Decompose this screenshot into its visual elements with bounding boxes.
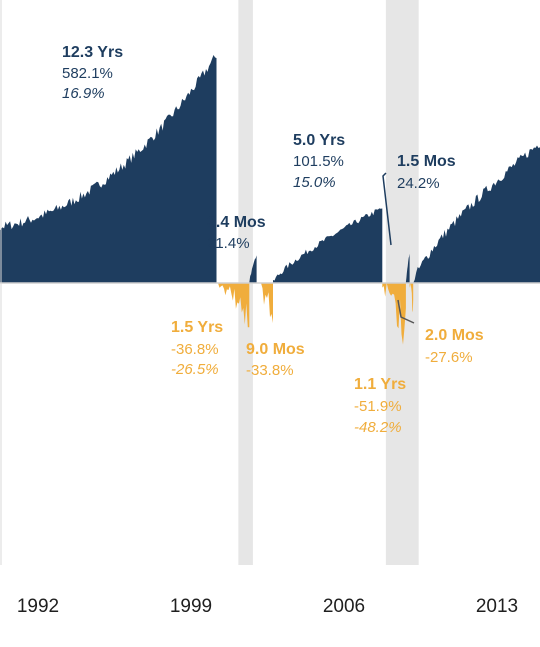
duration-label: 1.5 Mos xyxy=(397,153,456,170)
bull-market-2-label: 3.4 Mos 21.4% xyxy=(207,214,266,252)
bull-market-area xyxy=(413,145,540,283)
x-tick-label: 1999 xyxy=(170,596,212,617)
bear-market-3-label: 1.1 Yrs -51.9% -48.2% xyxy=(354,376,406,436)
bull-market-area xyxy=(273,208,383,283)
return-label: -36.8% xyxy=(171,341,219,358)
return-label: -27.6% xyxy=(425,349,473,366)
bull-market-4-label: 1.5 Mos 24.2% xyxy=(397,153,456,192)
bear-market-area xyxy=(382,283,406,345)
leader-line-bull-2008 xyxy=(382,172,392,246)
duration-label: 9.0 Mos xyxy=(246,341,305,358)
return-label: 24.2% xyxy=(397,175,440,192)
x-tick-label: 1992 xyxy=(17,596,59,617)
bear-market-area xyxy=(256,283,273,324)
annualized-label: -26.5% xyxy=(171,361,219,378)
annualized-label: -48.2% xyxy=(354,419,402,436)
bear-market-area xyxy=(216,283,250,328)
bull-market-1-label: 12.3 Yrs 582.1% 16.9% xyxy=(62,44,123,102)
bear-market-1-label: 1.5 Yrs -36.8% -26.5% xyxy=(171,319,223,378)
return-label: 101.5% xyxy=(293,153,344,170)
duration-label: 2.0 Mos xyxy=(425,327,484,344)
return-label: 21.4% xyxy=(207,235,250,252)
duration-label: 3.4 Mos xyxy=(207,214,266,231)
bear-market-2-label: 9.0 Mos -33.8% xyxy=(246,341,305,379)
leader-line-bear-2009 xyxy=(397,299,415,324)
bear-market-area xyxy=(409,283,414,313)
duration-label: 1.5 Yrs xyxy=(171,319,223,336)
annualized-label: 15.0% xyxy=(293,174,336,191)
return-label: -33.8% xyxy=(246,362,294,379)
bear-market-4-label: 2.0 Mos -27.6% xyxy=(425,327,484,366)
annualized-label: 16.9% xyxy=(62,85,105,102)
bull-market-area xyxy=(405,253,410,283)
bull-market-area xyxy=(249,255,257,283)
bull-market-3-label: 5.0 Yrs 101.5% 15.0% xyxy=(293,132,345,191)
x-tick-label: 2006 xyxy=(323,596,365,617)
x-tick-label: 2013 xyxy=(476,596,518,617)
return-label: -51.9% xyxy=(354,398,402,415)
duration-label: 5.0 Yrs xyxy=(293,132,345,149)
duration-label: 1.1 Yrs xyxy=(354,376,406,393)
return-label: 582.1% xyxy=(62,65,113,82)
bull-market-area xyxy=(0,55,217,283)
duration-label: 12.3 Yrs xyxy=(62,44,123,61)
